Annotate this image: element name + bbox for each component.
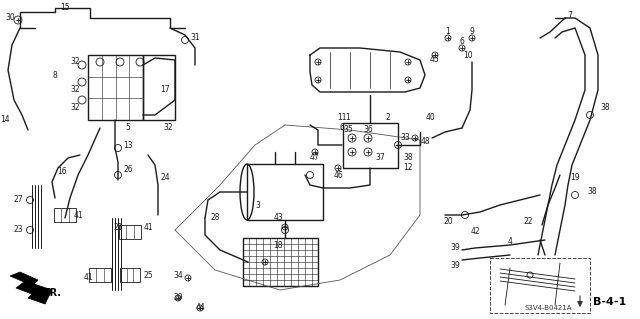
Text: 38: 38 [600, 103, 610, 113]
Text: 32: 32 [70, 57, 80, 66]
Bar [342, 122, 397, 167]
Text: 22: 22 [524, 218, 532, 226]
Text: 5: 5 [125, 123, 131, 132]
Text: 28: 28 [211, 213, 220, 222]
Bar [247, 164, 323, 220]
Text: 38: 38 [587, 188, 597, 197]
Text: 25: 25 [143, 271, 153, 279]
Text: 32: 32 [163, 123, 173, 132]
Text: 17: 17 [160, 85, 170, 94]
Text: 8: 8 [52, 70, 58, 79]
Text: 4: 4 [508, 238, 513, 247]
Text: 14: 14 [0, 115, 10, 124]
Text: B-4-1: B-4-1 [593, 297, 627, 307]
Text: 32: 32 [70, 103, 80, 113]
Bar [143, 55, 175, 120]
Text: 42: 42 [470, 227, 480, 236]
Text: 23: 23 [13, 226, 23, 234]
Text: FR.: FR. [43, 288, 61, 298]
Polygon shape [10, 272, 52, 304]
Text: 20: 20 [443, 218, 453, 226]
Bar [120, 268, 140, 282]
Text: 31: 31 [190, 33, 200, 42]
Text: 41: 41 [73, 211, 83, 219]
Text: 33: 33 [400, 133, 410, 143]
Text: 16: 16 [57, 167, 67, 176]
Text: 30: 30 [5, 12, 15, 21]
Text: 7: 7 [568, 11, 572, 19]
Text: 35: 35 [343, 125, 353, 135]
Text: 41: 41 [83, 273, 93, 283]
Text: 32: 32 [70, 85, 80, 94]
Bar [89, 268, 111, 282]
Text: 13: 13 [123, 140, 133, 150]
Bar [88, 55, 143, 120]
Text: 2: 2 [386, 114, 390, 122]
Text: 27: 27 [13, 196, 23, 204]
Text: 43: 43 [273, 213, 283, 222]
Text: 1: 1 [445, 27, 451, 36]
Text: 38: 38 [403, 153, 413, 162]
Text: 39: 39 [450, 243, 460, 253]
Text: 46: 46 [333, 170, 343, 180]
Text: 3: 3 [255, 201, 260, 210]
Bar [490, 258, 590, 313]
Text: 39: 39 [450, 261, 460, 270]
Bar [243, 238, 317, 286]
Bar [54, 208, 76, 222]
Text: 37: 37 [375, 153, 385, 162]
Text: 44: 44 [195, 303, 205, 313]
Text: 1: 1 [346, 114, 350, 122]
Text: 11: 11 [337, 114, 347, 122]
Text: 47: 47 [310, 153, 320, 162]
Text: 10: 10 [463, 50, 473, 60]
Text: 29: 29 [173, 293, 183, 302]
Text: 45: 45 [430, 56, 440, 64]
Text: 19: 19 [570, 174, 580, 182]
Text: 26: 26 [123, 166, 133, 174]
Text: 15: 15 [60, 4, 70, 12]
Text: 21: 21 [113, 224, 123, 233]
Text: 24: 24 [160, 174, 170, 182]
Text: 9: 9 [470, 27, 474, 36]
Text: 18: 18 [273, 241, 283, 249]
Text: 34: 34 [173, 271, 183, 279]
Text: 6: 6 [340, 123, 344, 132]
Text: S3V4-B0421A: S3V4-B0421A [524, 305, 572, 311]
Text: 40: 40 [425, 114, 435, 122]
Text: 6: 6 [460, 38, 465, 47]
Bar [119, 225, 141, 239]
Text: 12: 12 [403, 164, 413, 173]
Text: 48: 48 [420, 137, 430, 146]
Text: 36: 36 [363, 125, 373, 135]
Text: 41: 41 [143, 224, 153, 233]
